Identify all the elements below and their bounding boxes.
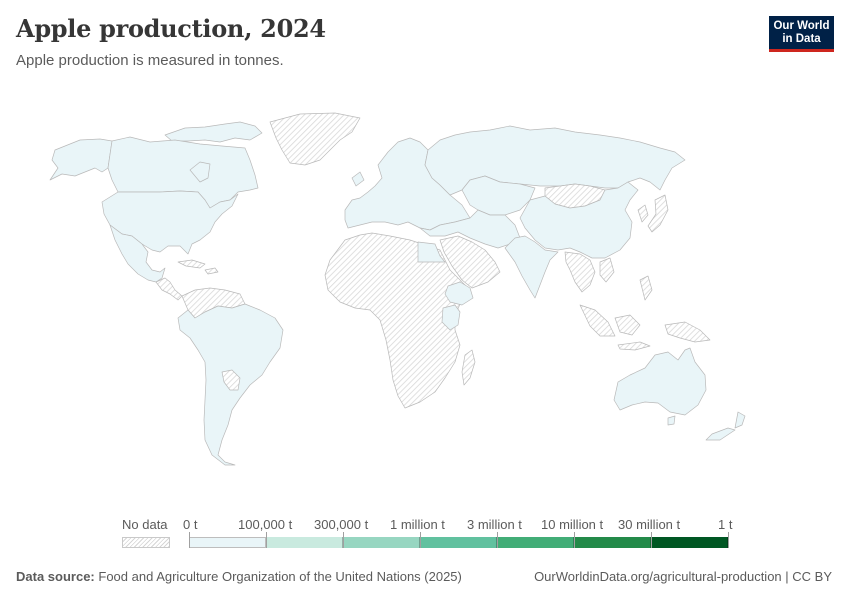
region-madagascar[interactable]	[461, 349, 476, 386]
world-map[interactable]	[0, 95, 850, 515]
region-central-america[interactable]	[155, 277, 183, 301]
legend-label-end: 1 t	[718, 517, 733, 532]
legend-tick	[728, 532, 729, 548]
region-new-zealand[interactable]	[705, 411, 746, 441]
legend-label-6: 30 million t	[618, 517, 681, 532]
legend-tick	[266, 532, 267, 548]
legend-label-2: 300,000 t	[314, 517, 369, 532]
legend-tick	[574, 532, 575, 548]
source-url-link[interactable]: OurWorldinData.org/agricultural-producti…	[534, 569, 832, 584]
page-subtitle: Apple production is measured in tonnes.	[16, 52, 284, 69]
legend-bin-1[interactable]	[266, 537, 343, 548]
legend-label-4: 3 million t	[467, 517, 522, 532]
region-ethiopia[interactable]	[444, 281, 474, 306]
legend-tick	[497, 532, 498, 548]
data-source-text: Food and Agriculture Organization of the…	[98, 569, 462, 584]
region-caribbean[interactable]	[177, 259, 219, 275]
region-australia[interactable]	[613, 347, 707, 416]
legend-label-3: 1 million t	[390, 517, 445, 532]
logo-line-2: in Data	[782, 33, 821, 45]
region-kenya[interactable]	[441, 304, 461, 331]
region-japan-korea[interactable]	[637, 194, 669, 233]
region-indonesia[interactable]	[579, 275, 653, 351]
region-tasmania[interactable]	[667, 415, 676, 426]
legend-tick	[189, 532, 190, 548]
legend-label-5: 10 million t	[541, 517, 604, 532]
region-paraguay[interactable]	[221, 369, 241, 391]
region-southeast-asia[interactable]	[564, 251, 615, 293]
legend-bin-3[interactable]	[420, 537, 497, 548]
region-turkey-iran[interactable]	[419, 209, 521, 249]
region-greenland[interactable]	[269, 112, 361, 166]
region-arabian-peninsula[interactable]	[439, 235, 501, 289]
region-canada-arctic[interactable]	[164, 121, 263, 143]
legend-bin-2[interactable]	[343, 537, 420, 548]
owid-logo[interactable]: Our World in Data	[769, 16, 834, 52]
region-india[interactable]	[504, 235, 559, 299]
page-title: Apple production, 2024	[16, 14, 326, 43]
legend-no-data-label: No data	[122, 517, 168, 532]
region-papua[interactable]	[664, 321, 711, 343]
legend-tick	[651, 532, 652, 548]
data-source: Data source: Food and Agriculture Organi…	[16, 569, 462, 584]
legend-bin-6[interactable]	[651, 537, 728, 548]
region-egypt[interactable]	[417, 241, 446, 263]
legend-bin-5[interactable]	[574, 537, 651, 548]
region-russia[interactable]	[424, 125, 686, 196]
region-mexico[interactable]	[109, 224, 166, 283]
region-alaska[interactable]	[49, 138, 113, 181]
region-china[interactable]	[519, 181, 639, 259]
logo-line-1: Our World	[773, 20, 830, 32]
legend-tick	[420, 532, 421, 548]
legend-bin-0[interactable]	[189, 537, 266, 548]
legend-tick	[343, 532, 344, 548]
legend-label-1: 100,000 t	[238, 517, 293, 532]
legend-label-0: 0 t	[183, 517, 198, 532]
map-legend: No data 0 t 100,000 t 300,000 t 1 millio…	[0, 515, 850, 555]
legend-bin-4[interactable]	[497, 537, 574, 548]
legend-no-data-swatch[interactable]	[122, 537, 170, 548]
data-source-label: Data source:	[16, 569, 95, 584]
